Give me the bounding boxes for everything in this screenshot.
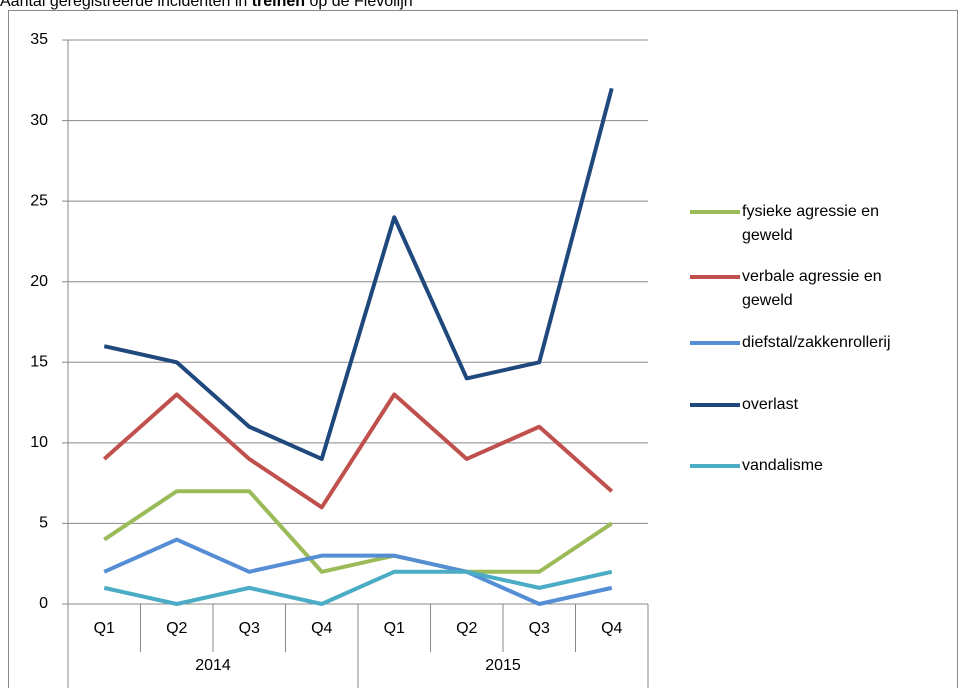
legend-label: diefstal/zakkenrollerij xyxy=(742,334,891,351)
legend-label: verbale agressie en geweld xyxy=(742,268,886,309)
series-line xyxy=(103,87,614,461)
x-tick-label: Q3 xyxy=(529,620,550,637)
x-tick-label: Q4 xyxy=(311,620,332,637)
group-label: 2015 xyxy=(485,657,521,674)
legend-line: verbale agressie en xyxy=(742,268,886,285)
x-tick-label: Q2 xyxy=(166,620,187,637)
legend-label: fysieke agressie en geweld xyxy=(742,203,883,244)
legend-line: fysieke agressie en xyxy=(742,203,883,220)
series-line xyxy=(103,537,613,606)
legend-label: vandalisme xyxy=(742,457,823,474)
y-tick-label: 0 xyxy=(39,595,48,612)
x-tick-label: Q3 xyxy=(239,620,260,637)
chart-frame xyxy=(8,10,958,688)
series-line xyxy=(103,569,613,606)
series-line xyxy=(102,392,614,510)
x-tick-label: Q1 xyxy=(94,620,115,637)
legend-line: geweld xyxy=(742,292,793,309)
y-tick-label: 10 xyxy=(30,434,48,451)
y-tick-label: 25 xyxy=(30,192,48,209)
chart-title: Aantal geregistreerde incidenten in trei… xyxy=(0,0,413,10)
y-tick-label: 20 xyxy=(30,273,48,290)
x-tick-label: Q4 xyxy=(601,620,622,637)
title-part: op de Flevolijn xyxy=(305,0,413,10)
y-tick-label: 5 xyxy=(39,515,48,532)
y-tick-label: 15 xyxy=(30,354,48,371)
x-tick-label: Q1 xyxy=(384,620,405,637)
group-label: 2014 xyxy=(195,657,231,674)
series-line xyxy=(103,489,613,574)
title-part: Aantal geregistreerde incidenten in xyxy=(0,0,252,10)
legend-line: geweld xyxy=(742,227,793,244)
legend-label: overlast xyxy=(742,396,799,413)
title-part: treinen xyxy=(252,0,305,10)
y-tick-label: 30 xyxy=(30,112,48,129)
x-tick-label: Q2 xyxy=(456,620,477,637)
y-tick-label: 35 xyxy=(30,31,48,48)
